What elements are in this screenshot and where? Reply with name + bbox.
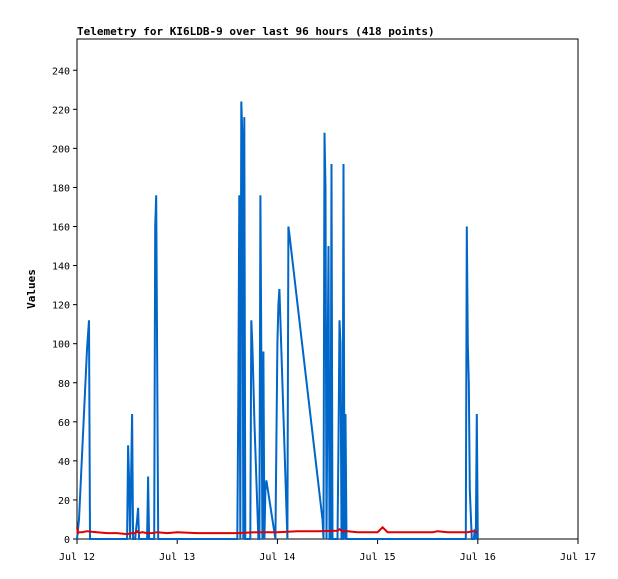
y-tick-label: 140 — [52, 262, 70, 273]
x-tick-label: Jul 14 — [259, 552, 295, 563]
y-tick-label: 240 — [52, 66, 70, 77]
y-tick-label: 80 — [58, 379, 70, 390]
series-layer — [76, 101, 479, 540]
x-tick-label: Jul 16 — [460, 552, 496, 563]
y-tick-label: 200 — [52, 144, 70, 155]
chart-title: Telemetry for KI6LDB-9 over last 96 hour… — [77, 25, 435, 38]
y-tick-label: 40 — [58, 457, 70, 468]
y-tick-label: 0 — [64, 535, 70, 546]
y-tick-label: 60 — [58, 418, 70, 429]
y-tick-label: 120 — [52, 301, 70, 312]
y-tick-label: 100 — [52, 340, 70, 351]
x-tick-label: Jul 17 — [560, 552, 596, 563]
blue-series-line — [76, 101, 479, 540]
y-tick-label: 160 — [52, 223, 70, 234]
x-tick-label: Jul 12 — [59, 552, 95, 563]
y-axis: 0 20 40 60 80 100 120 140 160 180 200 220 240 — [52, 66, 77, 546]
y-tick-label: 220 — [52, 105, 70, 116]
y-tick-label: 180 — [52, 183, 70, 194]
x-tick-label: Jul 13 — [159, 552, 195, 563]
red-series-line — [76, 525, 478, 536]
y-axis-label: Values — [25, 269, 38, 309]
y-tick-label: 20 — [58, 496, 70, 507]
x-tick-label: Jul 15 — [360, 552, 396, 563]
